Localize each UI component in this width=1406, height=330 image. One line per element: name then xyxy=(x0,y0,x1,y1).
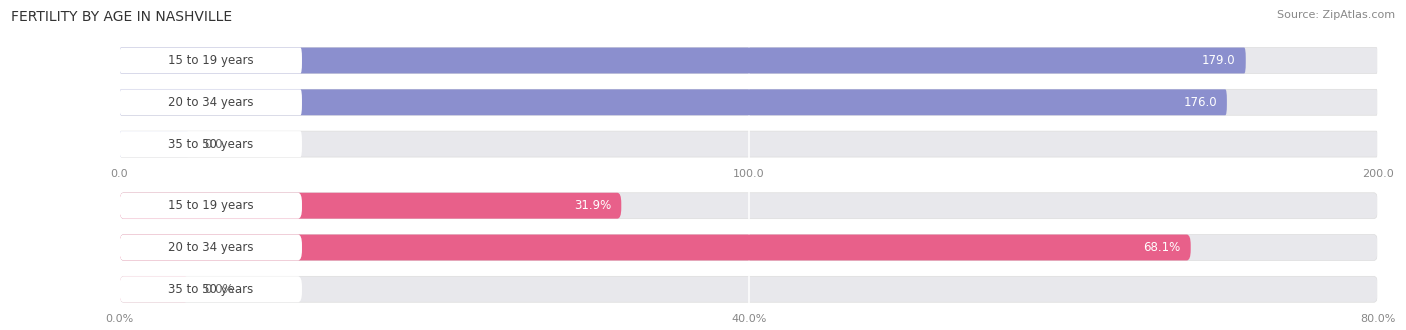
FancyBboxPatch shape xyxy=(120,48,1246,74)
Text: 0.0%: 0.0% xyxy=(204,283,233,296)
Text: 68.1%: 68.1% xyxy=(1143,241,1181,254)
Text: FERTILITY BY AGE IN NASHVILLE: FERTILITY BY AGE IN NASHVILLE xyxy=(11,10,232,24)
FancyBboxPatch shape xyxy=(120,235,1191,260)
Text: 176.0: 176.0 xyxy=(1184,96,1216,109)
Text: 35 to 50 years: 35 to 50 years xyxy=(169,138,253,150)
Text: 15 to 19 years: 15 to 19 years xyxy=(167,54,253,67)
FancyBboxPatch shape xyxy=(120,235,302,260)
Text: 31.9%: 31.9% xyxy=(574,199,612,212)
FancyBboxPatch shape xyxy=(120,276,1378,302)
Text: Source: ZipAtlas.com: Source: ZipAtlas.com xyxy=(1277,10,1395,20)
Text: 0.0: 0.0 xyxy=(204,138,222,150)
FancyBboxPatch shape xyxy=(120,131,188,157)
FancyBboxPatch shape xyxy=(120,131,1378,157)
FancyBboxPatch shape xyxy=(120,235,1378,260)
FancyBboxPatch shape xyxy=(120,89,1227,115)
FancyBboxPatch shape xyxy=(120,131,302,157)
Text: 35 to 50 years: 35 to 50 years xyxy=(169,283,253,296)
FancyBboxPatch shape xyxy=(120,193,621,219)
FancyBboxPatch shape xyxy=(120,89,1378,115)
FancyBboxPatch shape xyxy=(120,193,302,219)
FancyBboxPatch shape xyxy=(120,276,188,302)
Text: 20 to 34 years: 20 to 34 years xyxy=(167,241,253,254)
Text: 20 to 34 years: 20 to 34 years xyxy=(167,96,253,109)
FancyBboxPatch shape xyxy=(120,276,302,302)
FancyBboxPatch shape xyxy=(120,193,1378,219)
FancyBboxPatch shape xyxy=(120,89,302,115)
FancyBboxPatch shape xyxy=(120,48,1378,74)
FancyBboxPatch shape xyxy=(120,48,302,74)
Text: 179.0: 179.0 xyxy=(1202,54,1236,67)
Text: 15 to 19 years: 15 to 19 years xyxy=(167,199,253,212)
